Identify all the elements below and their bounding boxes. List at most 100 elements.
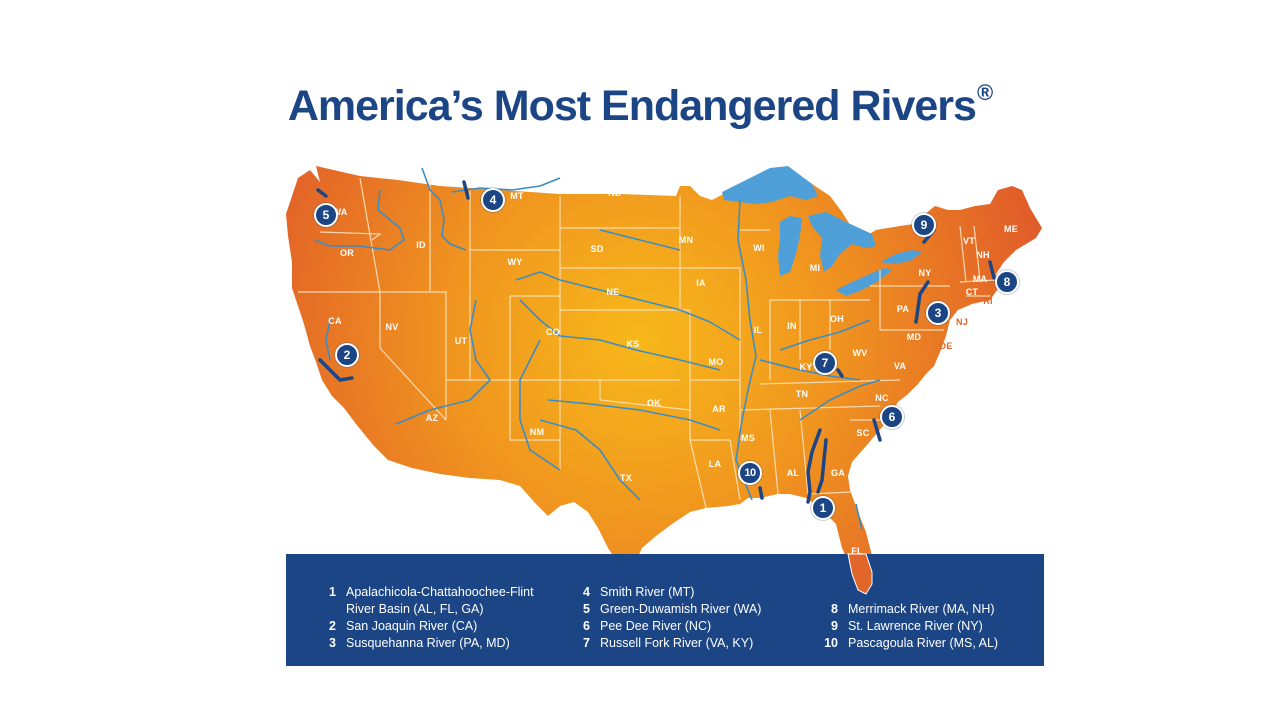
state-label-ks: KS — [626, 339, 640, 349]
legend-column-2: 4 Smith River (MT) 5 Green-Duwamish Rive… — [568, 584, 761, 652]
state-label-ia: IA — [696, 278, 706, 288]
state-label-ct: CT — [965, 287, 979, 297]
legend-number: 10 — [824, 636, 838, 650]
river-marker-1: 1 — [811, 496, 835, 520]
state-label-wy: WY — [507, 257, 523, 267]
state-label-ok: OK — [647, 398, 661, 408]
state-label-oh: OH — [830, 314, 844, 324]
state-label-mt: MT — [510, 191, 524, 201]
river-marker-6: 6 — [880, 405, 904, 429]
legend-item-3: 3 Susquehanna River (PA, MD) — [314, 635, 534, 652]
river-marker-2: 2 — [335, 343, 359, 367]
legend-column-3: 8 Merrimack River (MA, NH) 9 St. Lawrenc… — [816, 601, 998, 652]
state-label-nj: NJ — [956, 317, 968, 327]
state-label-or: OR — [340, 248, 354, 258]
legend-label: Susquehanna River (PA, MD) — [346, 636, 510, 650]
state-label-vt: VT — [963, 236, 975, 246]
legend-number: 1 — [329, 585, 336, 599]
river-marker-9: 9 — [912, 213, 936, 237]
state-label-ny: NY — [918, 268, 932, 278]
state-borders — [298, 177, 997, 509]
legend-item-8: 8 Merrimack River (MA, NH) — [816, 601, 998, 618]
state-label-nv: NV — [385, 322, 399, 332]
state-label-wv: WV — [852, 348, 868, 358]
legend-label: Pee Dee River (NC) — [600, 619, 712, 633]
state-label-ky: KY — [799, 362, 813, 372]
state-label-al: AL — [786, 468, 800, 478]
state-label-fl: FL — [851, 546, 863, 556]
legend-item-4: 4 Smith River (MT) — [568, 584, 761, 601]
state-label-me: ME — [1004, 224, 1018, 234]
state-label-pa: PA — [896, 304, 910, 314]
legend-item-2: 2 San Joaquin River (CA) — [314, 618, 534, 635]
state-label-va: VA — [893, 361, 907, 371]
state-label-ne: NE — [606, 287, 620, 297]
state-label-co: CO — [546, 327, 560, 337]
state-label-de: DE — [939, 341, 953, 351]
river-marker-3: 3 — [926, 301, 950, 325]
state-label-nd: ND — [608, 188, 622, 198]
legend-item-1: 1 Apalachicola-Chattahoochee-Flint River … — [314, 584, 534, 618]
state-label-ca: CA — [328, 316, 342, 326]
legend-label: Green-Duwamish River (WA) — [600, 602, 762, 616]
state-label-mn: MN — [678, 235, 694, 245]
legend-number: 6 — [583, 619, 590, 633]
state-label-mi: MI — [809, 263, 821, 273]
lake-ontario — [880, 250, 922, 264]
state-label-ar: AR — [712, 404, 726, 414]
state-label-mo: MO — [708, 357, 724, 367]
legend-label: Apalachicola-Chattahoochee-Flint River Ba… — [346, 585, 534, 616]
state-label-ut: UT — [454, 336, 468, 346]
legend-item-10: 10 Pascagoula River (MS, AL) — [816, 635, 998, 652]
state-label-ms: MS — [741, 433, 755, 443]
state-label-il: IL — [753, 325, 763, 335]
state-label-wi: WI — [753, 243, 765, 253]
state-label-ga: GA — [831, 468, 845, 478]
state-label-id: ID — [416, 240, 426, 250]
legend-item-9: 9 St. Lawrence River (NY) — [816, 618, 998, 635]
state-label-sc: SC — [856, 428, 870, 438]
state-label-ma: MA — [972, 274, 988, 284]
legend-number: 2 — [329, 619, 336, 633]
lake-superior — [722, 166, 818, 204]
river-marker-5: 5 — [314, 203, 338, 227]
river-marker-4: 4 — [481, 188, 505, 212]
endangered-rivers — [316, 180, 996, 504]
state-label-tn: TN — [795, 389, 809, 399]
title-text: America’s Most Endangered Rivers — [287, 82, 977, 130]
lake-huron — [808, 212, 876, 272]
state-label-wa: WA — [332, 207, 348, 217]
legend-label: Pascagoula River (MS, AL) — [848, 636, 999, 650]
river-marker-10: 10 — [738, 461, 762, 485]
legend-label: Merrimack River (MA, NH) — [848, 602, 995, 616]
legend-column-1: 1 Apalachicola-Chattahoochee-Flint River … — [314, 584, 534, 652]
state-label-az: AZ — [425, 413, 439, 423]
legend-number: 3 — [329, 636, 336, 650]
legend-number: 8 — [831, 602, 838, 616]
legend-number: 5 — [583, 602, 590, 616]
legend-label: St. Lawrence River (NY) — [848, 619, 983, 633]
river-marker-7: 7 — [813, 351, 837, 375]
lake-michigan — [778, 216, 802, 276]
state-label-nh: NH — [976, 250, 990, 260]
state-label-sd: SD — [590, 244, 604, 254]
river-marker-8: 8 — [995, 270, 1019, 294]
legend-number: 4 — [583, 585, 590, 599]
state-label-md: MD — [906, 332, 922, 342]
state-label-la: LA — [708, 459, 722, 469]
legend-label: San Joaquin River (CA) — [346, 619, 478, 633]
legend-number: 7 — [583, 636, 590, 650]
state-label-nm: NM — [529, 427, 545, 437]
legend: 1 Apalachicola-Chattahoochee-Flint River … — [286, 554, 1044, 666]
legend-number: 9 — [831, 619, 838, 633]
legend-label: Smith River (MT) — [600, 585, 695, 599]
page-title: America’s Most Endangered Rivers® — [0, 80, 1280, 131]
state-label-in: IN — [787, 321, 797, 331]
registered-mark: ® — [976, 80, 993, 105]
legend-item-7: 7 Russell Fork River (VA, KY) — [568, 635, 761, 652]
landmass — [286, 166, 1042, 590]
state-label-nc: NC — [875, 393, 889, 403]
legend-label: Russell Fork River (VA, KY) — [600, 636, 754, 650]
state-label-tx: TX — [620, 473, 632, 483]
